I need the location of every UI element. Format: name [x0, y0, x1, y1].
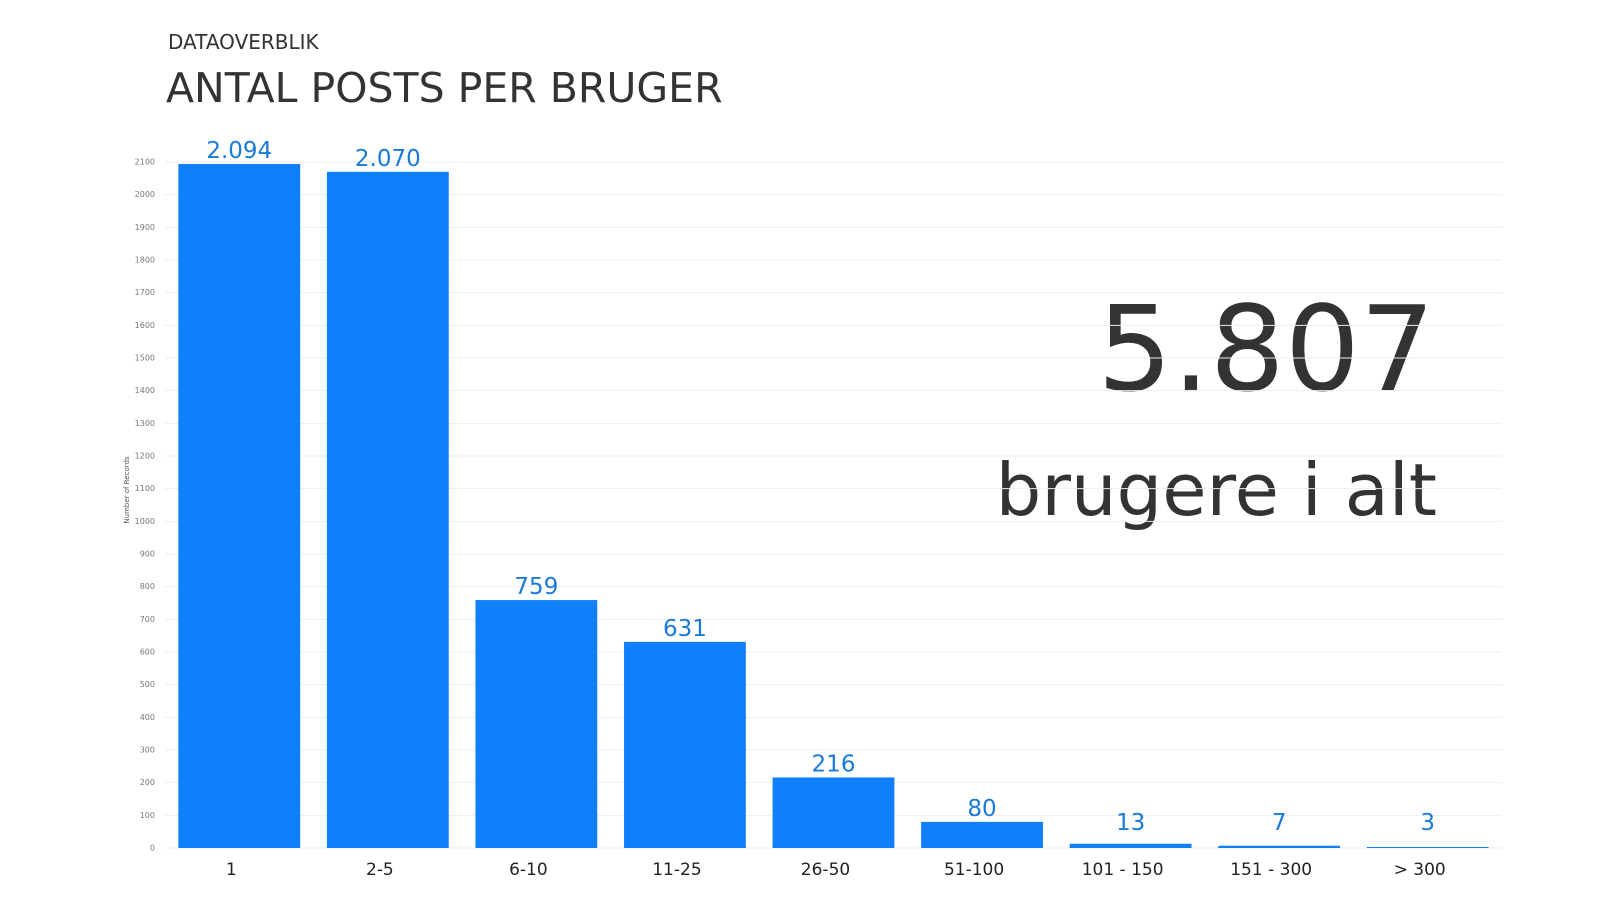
y-tick-label: 2000	[135, 190, 155, 199]
value-label: 80	[967, 796, 996, 822]
x-tick-label: 2-5	[366, 860, 394, 880]
y-tick-label: 400	[140, 713, 155, 722]
bar	[178, 163, 301, 848]
bar	[772, 777, 895, 848]
y-axis-label: Number of Records	[123, 456, 131, 524]
bar	[921, 821, 1043, 848]
value-label: 2.094	[206, 138, 272, 164]
y-tick-label: 1600	[135, 321, 155, 330]
value-label: 3	[1420, 810, 1435, 836]
x-tick-label: 6-10	[509, 860, 548, 880]
y-tick-label: 300	[140, 746, 155, 755]
y-tick-label: 800	[140, 582, 155, 591]
y-tick-label: 1800	[135, 256, 155, 265]
y-tick-label: 1700	[135, 288, 155, 297]
y-tick-label: 1200	[135, 452, 155, 461]
total-caption: brugere i alt	[996, 448, 1437, 532]
bar	[1366, 847, 1489, 848]
x-tick-label: 11-25	[652, 860, 701, 880]
x-tick-label: 26-50	[801, 860, 850, 880]
y-tick-label: 900	[140, 550, 155, 559]
bar	[1218, 845, 1341, 848]
value-label: 759	[514, 574, 558, 600]
y-tick-label: 100	[140, 811, 155, 820]
y-tick-label: 600	[140, 648, 155, 657]
value-label: 13	[1116, 810, 1145, 836]
total-number: 5.807	[1097, 280, 1435, 418]
y-tick-label: 1900	[135, 223, 155, 232]
bar	[326, 171, 449, 849]
value-label: 216	[812, 751, 856, 777]
x-tick-label: 1	[226, 860, 237, 880]
bar	[1069, 843, 1192, 848]
x-tick-label: > 300	[1394, 860, 1446, 880]
bar	[624, 641, 746, 848]
value-label: 7	[1272, 810, 1287, 836]
bar	[475, 600, 598, 848]
y-tick-label: 200	[140, 778, 155, 787]
y-tick-label: 2100	[135, 158, 155, 167]
y-tick-label: 1400	[135, 386, 155, 395]
y-tick-label: 1500	[135, 354, 155, 363]
x-tick-label: 151 - 300	[1230, 860, 1312, 880]
y-tick-label: 1000	[135, 517, 155, 526]
y-tick-label: 0	[150, 844, 155, 853]
y-tick-label: 1100	[135, 484, 155, 493]
chart-title: ANTAL POSTS PER BRUGER	[166, 64, 723, 112]
y-tick-label: 500	[140, 680, 155, 689]
y-tick-label: 700	[140, 615, 155, 624]
x-tick-label: 51-100	[944, 860, 1004, 880]
y-tick-label: 1300	[135, 419, 155, 428]
x-tick-label: 101 - 150	[1082, 860, 1164, 880]
value-label: 2.070	[355, 146, 421, 172]
value-label: 631	[663, 616, 707, 642]
chart-subtitle: DATAOVERBLIK	[168, 30, 320, 54]
